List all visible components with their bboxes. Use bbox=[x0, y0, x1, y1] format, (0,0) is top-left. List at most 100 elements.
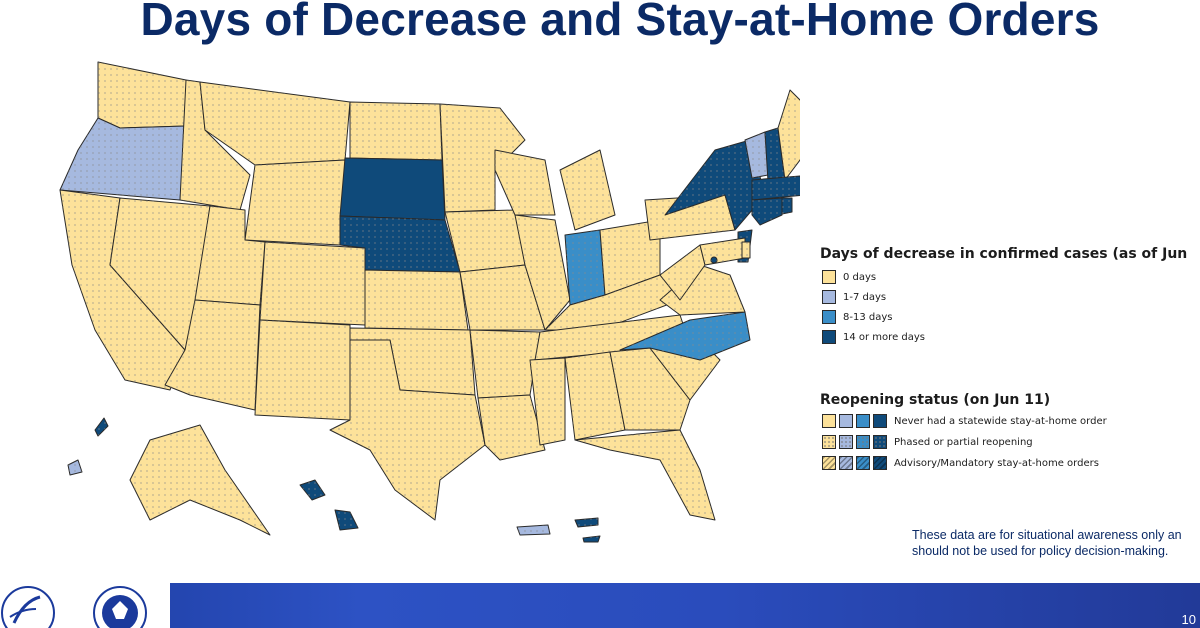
state-dot-overlay bbox=[200, 82, 350, 165]
state-new-mexico bbox=[254, 319, 351, 421]
state-washington bbox=[97, 61, 187, 129]
legend-status-heading: Reopening status (on Jun 11) bbox=[820, 392, 1051, 408]
swatch-hatched bbox=[856, 456, 870, 470]
state-dot-overlay bbox=[60, 190, 185, 390]
state-montana bbox=[199, 81, 351, 166]
swatch-dotted bbox=[873, 435, 887, 449]
state-illinois bbox=[514, 214, 571, 331]
state-minnesota bbox=[439, 103, 526, 213]
state-dot-overlay bbox=[620, 312, 750, 360]
state-dot-overlay bbox=[610, 348, 690, 430]
footer-logo-area bbox=[0, 583, 170, 628]
state-dot-overlay bbox=[300, 480, 358, 530]
state-dot-overlay bbox=[260, 242, 365, 325]
state-alabama bbox=[564, 351, 626, 441]
state-district-of-columbia bbox=[710, 256, 718, 264]
state-wisconsin bbox=[494, 149, 556, 216]
state-dot-overlay bbox=[365, 270, 468, 330]
legend-status-item-1: Phased or partial reopening bbox=[822, 434, 1033, 450]
state-dot-overlay bbox=[98, 62, 186, 128]
state-dot-overlay bbox=[165, 300, 260, 410]
state-delaware bbox=[741, 241, 751, 259]
state-dot-overlay bbox=[711, 257, 717, 263]
state-indiana bbox=[564, 229, 606, 306]
disclaimer: These data are for situational awareness… bbox=[912, 528, 1182, 558]
state-dot-overlay bbox=[350, 328, 475, 395]
swatch-dotted bbox=[856, 435, 870, 449]
swatch-hatched bbox=[822, 456, 836, 470]
state-north-dakota bbox=[349, 101, 443, 161]
swatch-dotted bbox=[839, 435, 853, 449]
state-oregon bbox=[59, 117, 187, 201]
state-michigan bbox=[559, 149, 616, 231]
state-virginia bbox=[659, 264, 746, 316]
state-northern-mariana-islands bbox=[94, 417, 109, 437]
legend-status-item-2: Advisory/Mandatory stay-at-home orders bbox=[822, 455, 1099, 471]
state-texas bbox=[329, 339, 486, 521]
state-dot-overlay bbox=[195, 206, 265, 305]
state-dot-overlay bbox=[445, 210, 525, 272]
state-massachusetts bbox=[751, 175, 800, 201]
state-mississippi bbox=[529, 357, 566, 446]
state-dot-overlay bbox=[782, 198, 792, 214]
legend-days-item-2: 8-13 days bbox=[822, 309, 892, 325]
state-puerto-rico bbox=[516, 524, 551, 536]
state-dot-overlay bbox=[515, 215, 570, 330]
state-arkansas bbox=[469, 329, 541, 399]
state-dot-overlay bbox=[745, 132, 768, 178]
state-dot-overlay bbox=[350, 102, 442, 160]
state-dot-overlay bbox=[565, 230, 605, 305]
swatch-solid bbox=[873, 414, 887, 428]
state-south-dakota bbox=[339, 157, 446, 221]
state-dot-overlay bbox=[660, 265, 745, 315]
state-missouri bbox=[459, 264, 546, 331]
state-maine bbox=[777, 89, 800, 181]
state-dot-overlay bbox=[575, 518, 600, 542]
state-florida bbox=[574, 429, 716, 521]
state-nebraska bbox=[339, 215, 461, 273]
legend-days-heading: Days of decrease in confirmed cases (as … bbox=[820, 246, 1188, 262]
dhs-seal-icon bbox=[93, 586, 147, 628]
state-dot-overlay bbox=[565, 352, 625, 440]
state-shape-south-dakota bbox=[339, 157, 446, 221]
state-dot-overlay bbox=[752, 198, 782, 225]
state-dot-overlay bbox=[665, 140, 765, 230]
state-dot-overlay bbox=[95, 418, 108, 436]
state-dot-overlay bbox=[575, 430, 715, 520]
state-dot-overlay bbox=[68, 460, 82, 475]
state-dot-overlay bbox=[330, 340, 485, 520]
state-dot-overlay bbox=[470, 330, 540, 398]
state-louisiana bbox=[477, 394, 546, 461]
state-dot-overlay bbox=[530, 358, 565, 445]
state-dot-overlay bbox=[645, 195, 735, 240]
footer-bar bbox=[0, 583, 1200, 628]
hhs-seal-icon bbox=[1, 586, 55, 628]
state-wyoming bbox=[244, 159, 346, 246]
state-dot-overlay bbox=[560, 150, 615, 230]
state-dot-overlay bbox=[478, 395, 545, 460]
state-colorado bbox=[259, 241, 366, 326]
state-new-hampshire bbox=[764, 127, 786, 183]
state-dot-overlay bbox=[660, 245, 705, 300]
state-dot-overlay bbox=[340, 216, 460, 272]
state-connecticut bbox=[751, 197, 783, 226]
state-hawaii bbox=[299, 479, 359, 531]
state-alaska bbox=[129, 424, 271, 536]
swatch-hatched bbox=[839, 456, 853, 470]
state-dot-overlay bbox=[495, 150, 555, 215]
swatch-solid bbox=[822, 414, 836, 428]
state-rhode-island bbox=[781, 197, 793, 215]
swatch-1-7-days bbox=[822, 290, 836, 304]
state-dot-overlay bbox=[180, 80, 250, 210]
state-dot-overlay bbox=[110, 198, 210, 350]
state-dot-overlay bbox=[752, 176, 800, 200]
swatch-solid bbox=[856, 414, 870, 428]
page-title: Days of Decrease and Stay-at-Home Orders bbox=[140, 0, 1100, 45]
us-states-map bbox=[59, 61, 800, 543]
state-dot-overlay bbox=[765, 128, 785, 182]
state-dot-overlay bbox=[460, 265, 545, 330]
page-number: 10 bbox=[1181, 612, 1196, 627]
legend-days-item-0: 0 days bbox=[822, 269, 876, 285]
swatch-dotted bbox=[822, 435, 836, 449]
swatch-hatched bbox=[873, 456, 887, 470]
